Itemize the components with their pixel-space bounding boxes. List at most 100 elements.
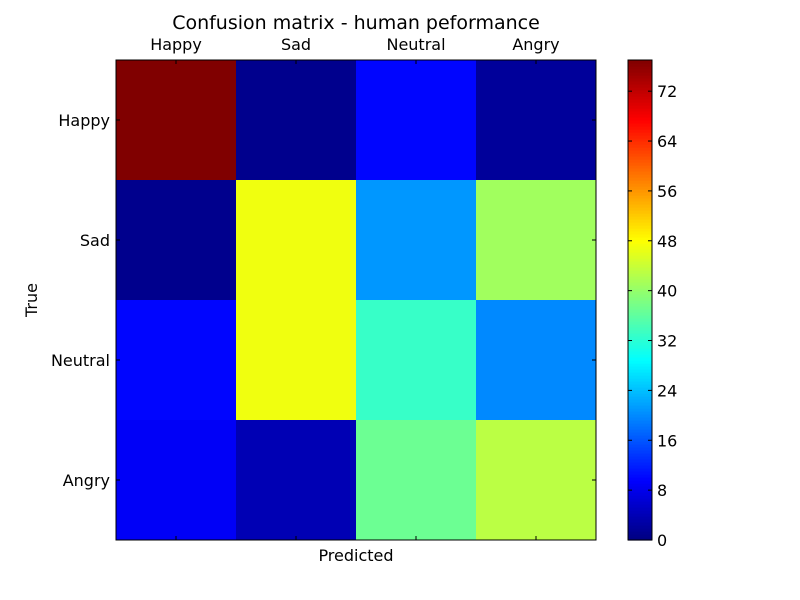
heatmap-cell [476,60,597,181]
colorbar-segment [628,249,652,253]
colorbar-segment [628,450,652,454]
colorbar-segment [628,372,652,376]
colorbar-segment [628,171,652,175]
colorbar-segment [628,99,652,103]
colorbar-segment [628,147,652,151]
colorbar-segment [628,237,652,241]
colorbar-segment [628,525,652,529]
heatmap-cell [116,420,237,541]
colorbar-segment [628,465,652,469]
colorbar-segment [628,90,652,94]
colorbar-segment [628,351,652,355]
colorbar-segment [628,210,652,214]
colorbar-segment [628,522,652,526]
colorbar-segment [628,138,652,142]
colorbar-segment [628,480,652,484]
colorbar-segment [628,108,652,112]
colorbar-segment [628,402,652,406]
colorbar-segment [628,507,652,511]
colorbar-segment [628,216,652,220]
heatmap-cell [476,180,597,301]
colorbar-segment [628,336,652,340]
colorbar-segment [628,339,652,343]
colorbar-segment [628,534,652,538]
colorbar-tick-label: 24 [657,381,677,400]
colorbar-segment [628,243,652,247]
colorbar-segment [628,246,652,250]
colorbar-segment [628,201,652,205]
colorbar-segment [628,414,652,418]
y-axis-label: True [22,283,41,318]
colorbar-tick-label: 48 [657,232,677,251]
colorbar-segment [628,69,652,73]
colorbar-segment [628,309,652,313]
colorbar-segment [628,291,652,295]
colorbar-segment [628,231,652,235]
colorbar-segment [628,396,652,400]
colorbar-segment [628,150,652,154]
colorbar-segment [628,333,652,337]
colorbar-segment [628,405,652,409]
colorbar-segment [628,222,652,226]
heatmap-cell [356,180,477,301]
colorbar-segment [628,174,652,178]
colorbar-segment [628,186,652,190]
colorbar-segment [628,180,652,184]
colorbar-segment [628,321,652,325]
colorbar-segment [628,195,652,199]
colorbar-segment [628,144,652,148]
colorbar-segment [628,279,652,283]
colorbar-segment [628,486,652,490]
colorbar-segment [628,492,652,496]
colorbar-segment [628,324,652,328]
x-tick-labels: Happy Sad Neutral Angry [150,35,559,54]
x-tick-label: Happy [150,35,202,54]
colorbar-tick-label: 56 [657,182,677,201]
colorbar-segment [628,255,652,259]
colorbar-segment [628,276,652,280]
colorbar-segment [628,489,652,493]
colorbar-segment [628,297,652,301]
colorbar-segment [628,261,652,265]
colorbar-segment [628,471,652,475]
colorbar-segment [628,384,652,388]
colorbar-segment [628,411,652,415]
colorbar-segment [628,300,652,304]
colorbar-segment [628,312,652,316]
colorbar-segment [628,165,652,169]
heatmap-cell [476,420,597,541]
y-tick-labels: Happy Sad Neutral Angry [51,111,110,490]
colorbar-segment [628,117,652,121]
colorbar-segment [628,378,652,382]
colorbar-segment [628,78,652,82]
colorbar-segment [628,84,652,88]
tick-marks [116,60,596,540]
colorbar-segment [628,207,652,211]
heatmap-cell [116,180,237,301]
colorbar-segment [628,462,652,466]
colorbar-segment [628,504,652,508]
colorbar-gradient [628,60,652,541]
colorbar-segment [628,429,652,433]
colorbar-ticks: 0 8 16 24 32 40 48 56 64 72 [628,82,677,550]
colorbar-segment [628,120,652,124]
colorbar-segment [628,477,652,481]
colorbar-segment [628,417,652,421]
y-tick-label: Happy [58,111,110,130]
colorbar-segment [628,366,652,370]
colorbar-segment [628,423,652,427]
heatmap-cells [116,60,597,541]
heatmap-cell [116,300,237,421]
heatmap-cell [356,60,477,181]
colorbar-segment [628,375,652,379]
colorbar-segment [628,342,652,346]
colorbar-segment [628,303,652,307]
colorbar-frame [627,59,653,541]
colorbar-segment [628,519,652,523]
heatmap-cell [236,180,357,301]
colorbar-segment [628,63,652,67]
colorbar-segment [628,456,652,460]
y-tick-label: Angry [63,471,110,490]
heatmap-cell [236,60,357,181]
colorbar-segment [628,357,652,361]
